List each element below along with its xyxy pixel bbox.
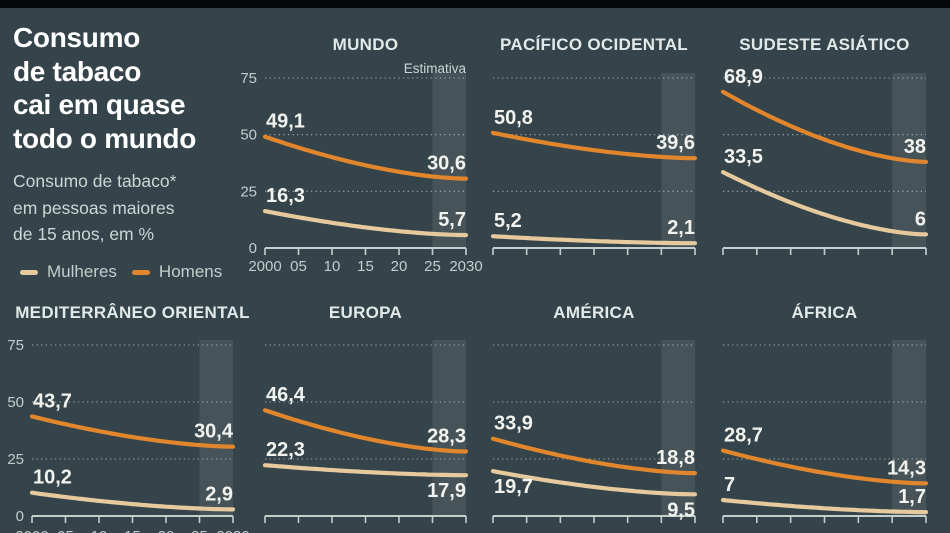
y-tick-label: 25 <box>240 183 257 200</box>
y-tick-label: 50 <box>240 127 257 144</box>
value-label-start-homens: 28,7 <box>724 425 763 447</box>
series-line-mulheres <box>490 469 698 497</box>
series-line-mulheres <box>720 497 929 515</box>
value-label-start-homens: 50,8 <box>494 107 533 129</box>
value-label-start-mulheres: 33,5 <box>724 146 763 168</box>
legend-swatch-homens <box>131 269 150 275</box>
x-tick-label: 05 <box>57 528 74 533</box>
value-label-end-mulheres: 9,5 <box>667 499 695 521</box>
series-line-homens <box>490 436 698 476</box>
value-label-start-mulheres: 16,3 <box>266 185 305 207</box>
x-tick-label: 25 <box>191 528 208 533</box>
page-subtitle: Consumo de tabaco* em pessoas maiores de… <box>13 171 177 244</box>
x-tick-label: 2000 <box>248 258 281 275</box>
estimate-band <box>892 340 926 516</box>
value-label-end-homens: 14,3 <box>887 457 926 479</box>
series-line-mulheres <box>29 490 236 512</box>
series-line-homens <box>720 89 929 164</box>
legend-item-mulheres: Mulheres <box>20 262 117 282</box>
value-label-end-homens: 39,6 <box>656 132 695 154</box>
chart-mediterraneo-oriental: 2000 05 10 15 20 25 2030 0 25 50 75 MEDITERRÂNEO OR… <box>7 303 249 533</box>
x-tick-label: 25 <box>424 258 441 275</box>
series-line-mulheres <box>262 209 469 238</box>
value-label-end-mulheres: 2,9 <box>205 483 233 505</box>
estimate-band <box>661 73 695 248</box>
x-tick-label: 15 <box>357 258 374 275</box>
y-tick-label: 25 <box>7 451 24 468</box>
x-tick-label: 20 <box>158 528 175 533</box>
chart-pacifico-ocidental: PACÍFICO OCIDENTAL 50,8 39,6 5,2 2,1 <box>490 35 698 255</box>
chart-mundo: 2000 05 10 15 20 25 2030 0 25 50 75 Estimativa MUNDO… <box>240 35 482 275</box>
chart-title: SUDESTE ASIÁTICO <box>739 35 909 54</box>
value-label-end-mulheres: 1,7 <box>898 486 926 508</box>
series-line-mulheres <box>262 463 469 478</box>
value-label-end-mulheres: 6 <box>915 208 926 230</box>
series-line-homens <box>490 130 698 161</box>
chart-title: MEDITERRÂNEO ORIENTAL <box>15 303 250 322</box>
value-label-end-homens: 38 <box>904 136 926 158</box>
top-black-bar <box>0 0 950 8</box>
x-tick-label: 2030 <box>216 528 249 533</box>
legend-swatch-mulheres <box>20 269 38 275</box>
series-line-homens <box>720 448 929 486</box>
chart-america: AMÉRICA 33,9 18,8 19,7 9,5 <box>490 303 698 523</box>
value-label-start-homens: 43,7 <box>33 390 72 412</box>
value-label-start-mulheres: 19,7 <box>494 476 533 498</box>
value-label-end-mulheres: 2,1 <box>667 217 695 239</box>
y-tick-label: 50 <box>7 394 24 411</box>
value-label-start-homens: 49,1 <box>266 111 305 133</box>
estimate-band <box>661 340 695 516</box>
y-tick-label: 75 <box>7 337 24 354</box>
legend: Mulheres Homens <box>20 262 222 282</box>
x-tick-label: 2000 <box>15 528 48 533</box>
value-label-start-homens: 68,9 <box>724 66 763 88</box>
value-label-start-mulheres: 10,2 <box>33 467 72 489</box>
value-label-end-homens: 28,3 <box>427 425 466 447</box>
x-tick-label: 15 <box>124 528 141 533</box>
legend-item-homens: Homens <box>131 262 223 282</box>
value-label-end-homens: 18,8 <box>656 447 695 469</box>
header-block: Consumo de tabaco cai em quase todo o mu… <box>13 21 245 247</box>
x-tick-label: 10 <box>91 528 108 533</box>
chart-title: AMÉRICA <box>553 303 634 322</box>
x-tick-label: 05 <box>290 258 307 275</box>
x-tick-label: 10 <box>324 258 341 275</box>
estimativa-label: Estimativa <box>404 61 467 76</box>
series-line-mulheres <box>720 170 929 237</box>
chart-title: ÁFRICA <box>791 303 857 322</box>
chart-sudeste-asiatico: SUDESTE ASIÁTICO 68,9 38 33,5 6 <box>720 35 929 255</box>
value-label-start-homens: 46,4 <box>266 384 306 406</box>
legend-label-mulheres: Mulheres <box>47 262 117 281</box>
value-label-start-mulheres: 5,2 <box>494 210 522 232</box>
y-tick-label: 0 <box>249 240 257 257</box>
legend-label-homens: Homens <box>158 262 223 281</box>
value-label-start-mulheres: 7 <box>724 474 735 496</box>
chart-africa: ÁFRICA 28,7 14,3 7 1,7 <box>720 303 929 523</box>
series-line-homens <box>262 134 469 181</box>
chart-title: EUROPA <box>329 303 402 322</box>
series-line-homens <box>29 414 236 449</box>
series-line-homens <box>262 408 469 454</box>
value-label-end-mulheres: 5,7 <box>438 209 466 231</box>
estimate-band <box>199 340 233 516</box>
estimate-band <box>432 340 466 516</box>
chart-europa: EUROPA 46,4 28,3 22,3 17,9 <box>262 303 469 523</box>
value-label-end-mulheres: 17,9 <box>427 480 466 502</box>
page-title: Consumo de tabaco cai em quase todo o mu… <box>13 22 197 154</box>
chart-title: PACÍFICO OCIDENTAL <box>500 35 688 54</box>
series-line-mulheres <box>490 234 698 246</box>
y-tick-label: 75 <box>240 70 257 87</box>
value-label-end-homens: 30,6 <box>427 153 466 175</box>
value-label-end-homens: 30,4 <box>194 421 234 443</box>
estimate-band <box>432 73 466 248</box>
chart-title: MUNDO <box>333 35 399 54</box>
value-label-start-homens: 33,9 <box>494 413 533 435</box>
x-tick-label: 20 <box>391 258 408 275</box>
value-label-start-mulheres: 22,3 <box>266 439 305 461</box>
x-tick-label: 2030 <box>449 258 482 275</box>
y-tick-label: 0 <box>16 508 24 525</box>
